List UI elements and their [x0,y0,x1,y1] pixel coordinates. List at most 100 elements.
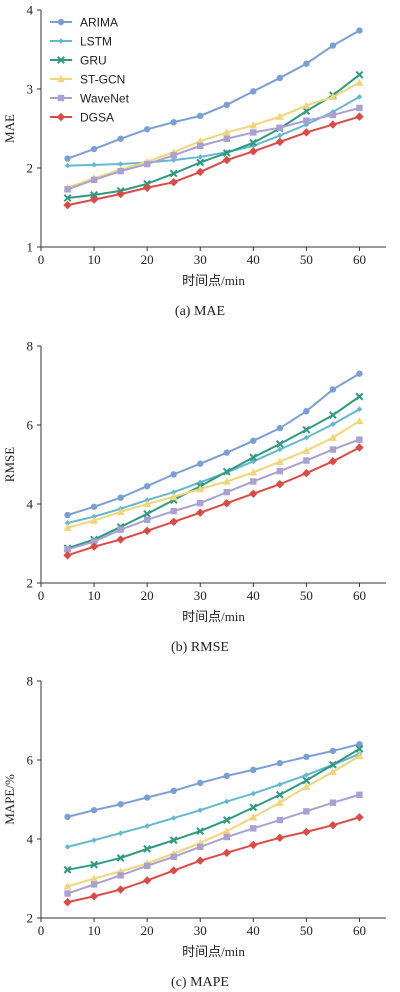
data-point [63,523,72,531]
data-point [116,189,125,199]
data-point [302,107,311,116]
data-point [169,517,178,526]
series-st-gcn [63,417,364,531]
series-wavenet [64,436,363,553]
legend-marker [58,38,64,44]
legend-marker [57,56,65,64]
y-axis-label: MAPE/% [2,774,17,825]
x-tick-label: 50 [300,588,313,603]
data-point [90,538,98,545]
y-tick-label: 2 [27,161,34,176]
y-tick-label: 2 [27,911,34,926]
data-point [303,60,310,67]
data-point [249,489,258,498]
data-point [302,782,311,791]
data-point [170,853,177,860]
data-point [142,526,152,536]
data-point [249,468,258,476]
x-tick-label: 20 [141,923,154,938]
data-point [355,752,364,760]
data-point [90,874,99,882]
data-point [91,837,97,843]
x-tick-label: 0 [38,252,45,267]
data-point [222,816,231,824]
data-point [116,885,125,894]
panel-caption: (a) MAE [175,304,225,319]
x-tick-label: 20 [141,588,154,603]
data-point [169,866,178,875]
data-point [170,489,177,495]
data-point [63,194,72,202]
data-point [169,492,178,501]
data-point [143,500,152,508]
data-point [63,551,72,560]
data-point [63,200,72,210]
legend-item: LSTM [50,35,112,49]
legend-marker [57,18,65,26]
data-point [117,830,124,836]
data-point [223,101,230,109]
data-point [64,546,71,553]
data-point [356,741,363,748]
x-tick-label: 30 [194,923,207,938]
data-point [117,167,124,175]
data-point [356,370,363,377]
data-point [328,820,338,830]
data-point [276,759,284,767]
data-point [117,801,124,808]
chart-panel-0: 0 10 20 30 40 50 60 1 2 3 4 时间点/min MAE ARIMA LSTM GRU S… [2,3,386,319]
data-point [223,833,230,841]
data-point [328,767,337,776]
data-point [249,813,258,821]
data-point [144,823,150,829]
series-dgsa [63,813,364,907]
legend-item: WaveNet [50,92,130,106]
series-line [67,81,360,189]
legend-label: ARIMA [80,16,118,30]
chart-panel-2: 0 10 20 30 40 50 60 2 4 6 8 时间点/min MAPE/% (c) MAPE [2,674,386,990]
data-point [143,516,151,523]
data-point [302,128,311,137]
data-point [90,516,99,524]
x-tick-label: 50 [300,252,313,267]
legend-label: WaveNet [80,92,130,106]
data-point [302,446,311,454]
data-point [117,872,124,879]
data-point [117,526,124,533]
data-point [91,162,97,168]
series-line [67,438,360,551]
data-point [89,892,99,901]
data-point [197,843,204,851]
data-point [249,138,258,147]
data-point [64,890,71,897]
data-point [90,190,98,199]
x-tick-label: 0 [38,588,45,603]
legend-label: DGSA [80,111,114,125]
data-point [90,881,98,888]
y-tick-label: 2 [27,576,34,591]
data-point [250,437,257,444]
data-point [223,135,230,142]
series-line [67,372,360,517]
data-point [90,806,98,814]
data-point [63,898,72,907]
data-point [196,158,205,167]
data-point [143,483,151,490]
data-point [143,160,151,168]
data-point [355,78,364,86]
data-point [329,747,337,755]
data-point [196,484,205,493]
data-point [143,126,151,133]
data-point [89,542,99,551]
data-point [250,129,257,136]
data-point [117,135,124,142]
series-arima [64,27,363,162]
data-point [90,176,98,184]
series-line [67,816,360,904]
data-point [329,111,337,119]
data-point [222,477,231,485]
series-line [67,115,360,207]
series-arima [64,370,363,519]
x-axis-label: 时间点/min [182,609,245,624]
data-point [197,779,204,787]
